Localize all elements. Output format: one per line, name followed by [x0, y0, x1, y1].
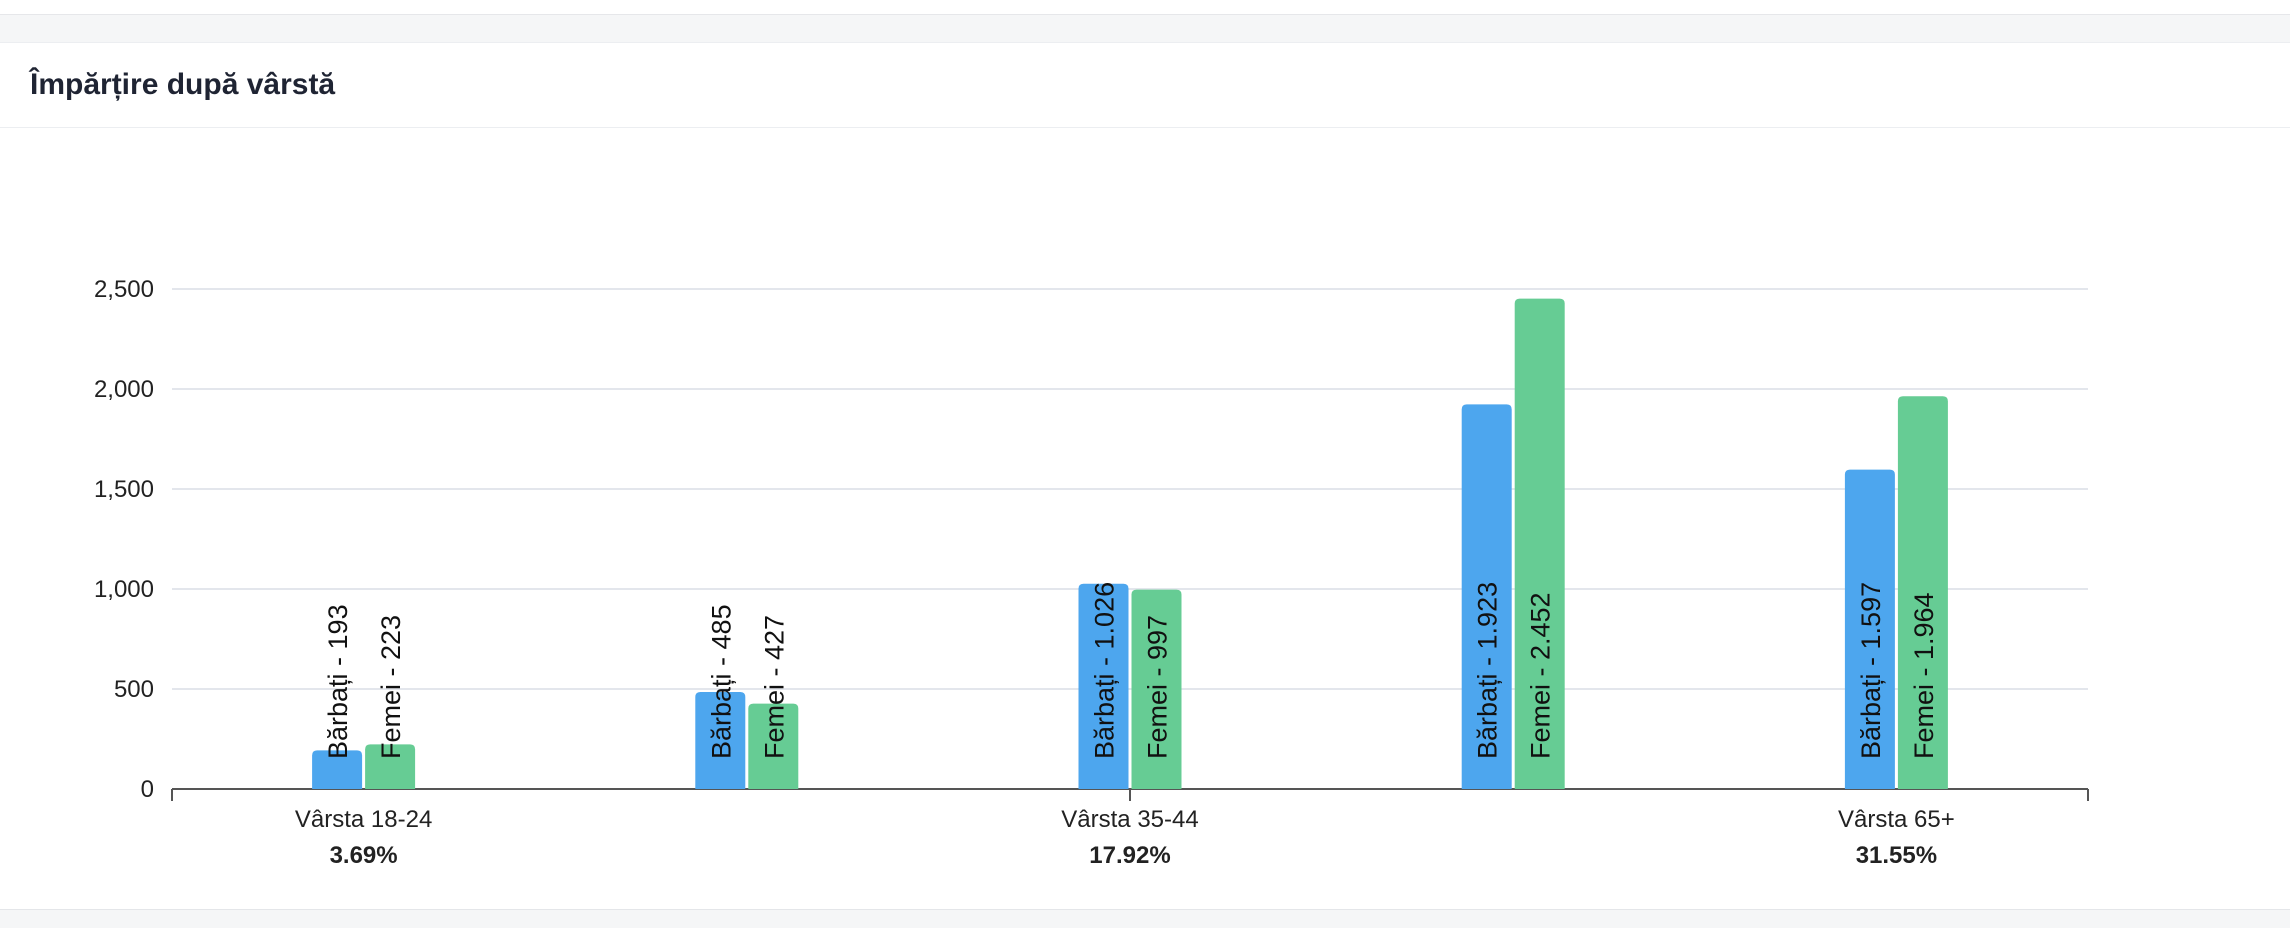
bar-value-label: Femei - 223 [376, 615, 406, 759]
bar-value-label: Bărbați - 485 [706, 604, 736, 759]
card-header: Împărțire după vârstă [0, 43, 2290, 128]
bar-value-label: Femei - 427 [759, 615, 789, 759]
category-label: Vârsta 35-44 [1061, 806, 1198, 833]
y-tick-label: 1,000 [94, 576, 154, 603]
y-tick-label: 1,500 [94, 476, 154, 503]
bar-men [1078, 583, 1129, 789]
y-tick-label: 2,000 [94, 376, 154, 403]
bar-value-label: Bărbați - 1.597 [1856, 582, 1886, 759]
bar-women [1131, 589, 1182, 789]
category-percent: 17.92% [1089, 842, 1170, 869]
bar-women [1514, 298, 1565, 789]
age-bar-chart: 0 500 1,000 1,500 2,000 2,500 Bărbați - 193 Fem… [94, 276, 2089, 869]
card-title: Împărțire după vârstă [30, 68, 336, 101]
category-label: Vârsta 18-24 [295, 806, 432, 833]
y-tick-label: 0 [141, 776, 154, 803]
bar-value-label: Bărbați - 1.923 [1473, 582, 1503, 759]
category-percent: 31.55% [1856, 842, 1937, 869]
bar-men [1844, 469, 1895, 789]
age-distribution-card: Împărțire după vârstă 0 500 1,000 1,500 2,00… [0, 42, 2290, 910]
category-label: Vârsta 65+ [1838, 806, 1955, 833]
y-tick-label: 2,500 [94, 276, 154, 303]
bar-men [312, 750, 363, 789]
bar-women [1897, 396, 1948, 789]
bar-value-label: Femei - 1.964 [1909, 592, 1939, 759]
bar-women [748, 703, 799, 789]
bar-value-label: Femei - 2.452 [1526, 592, 1556, 759]
bar-men [1461, 404, 1512, 789]
bar-value-label: Bărbați - 1.026 [1090, 582, 1120, 759]
top-strip [0, 0, 2290, 15]
bar-value-label: Femei - 997 [1143, 615, 1173, 759]
category-percent: 3.69% [330, 842, 398, 869]
bar-women [365, 744, 416, 789]
bar-men [695, 692, 746, 789]
y-tick-label: 500 [114, 676, 154, 703]
bar-value-label: Bărbați - 193 [323, 604, 353, 759]
